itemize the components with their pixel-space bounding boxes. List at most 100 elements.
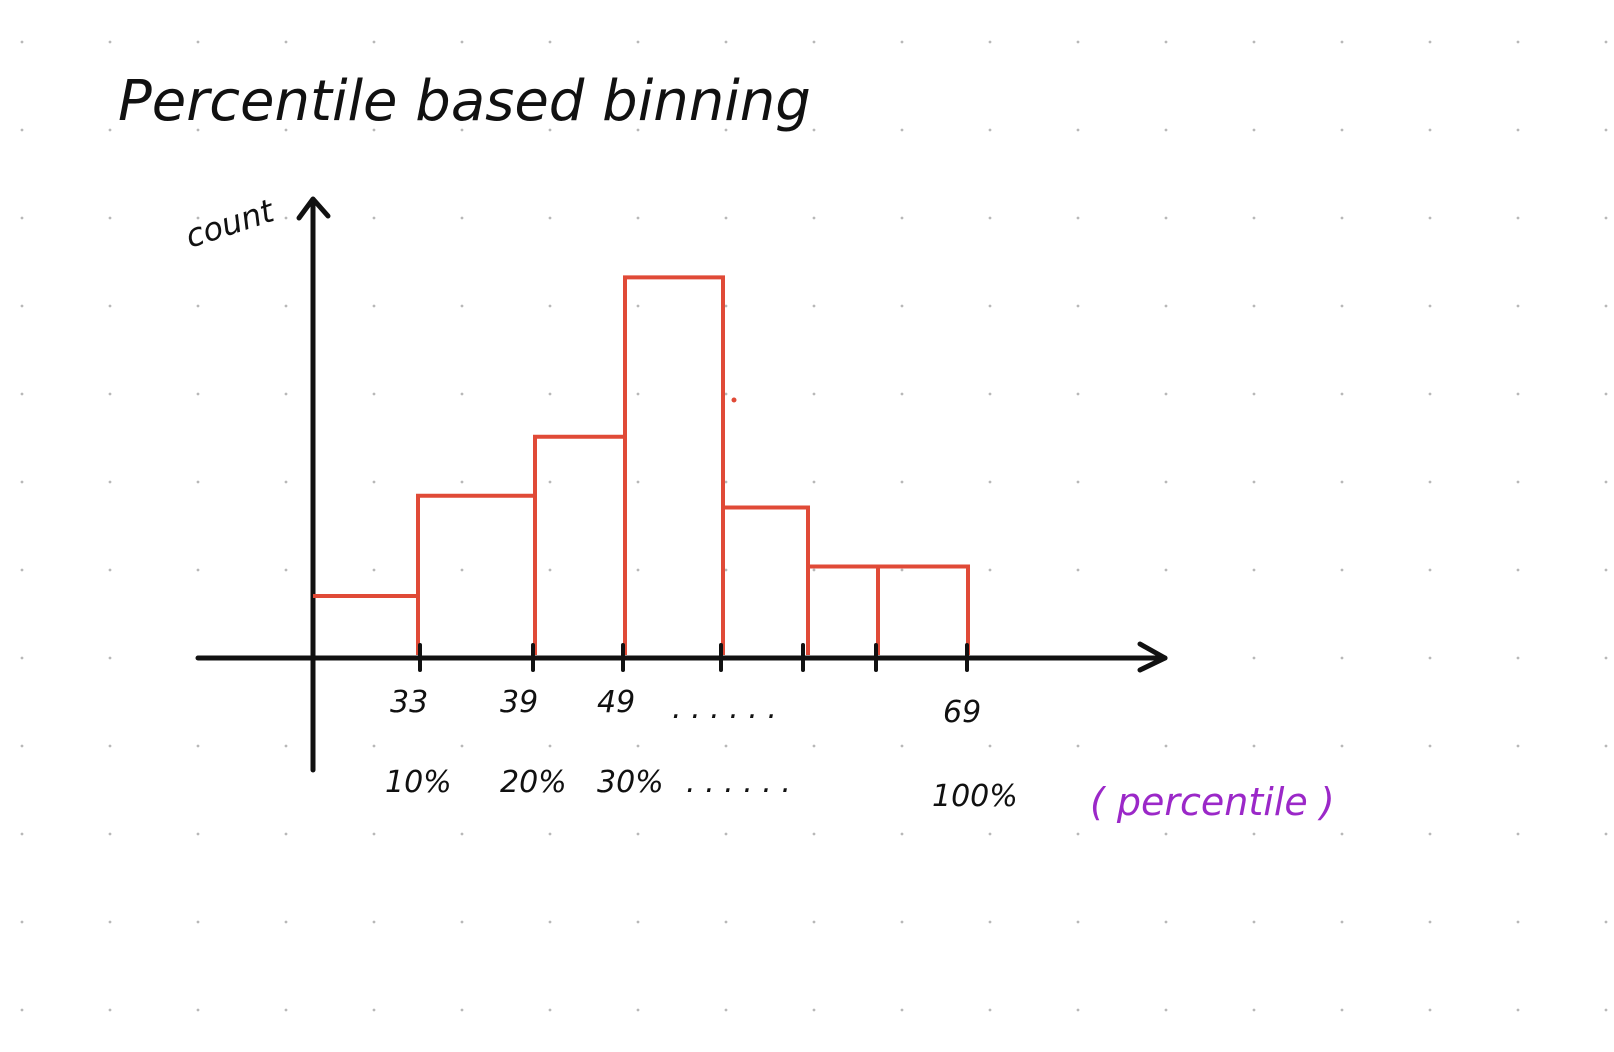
grid-dot [284, 304, 288, 308]
grid-dot [1252, 1008, 1256, 1012]
grid-dot [1164, 40, 1168, 44]
grid-dot [900, 128, 904, 132]
grid-dot [548, 832, 552, 836]
grid-dot [812, 920, 816, 924]
grid-dot [812, 1008, 816, 1012]
grid-dot [636, 128, 640, 132]
grid-dot [988, 392, 992, 396]
grid-dot [812, 128, 816, 132]
grid-dot [812, 832, 816, 836]
x-tick-label: 49 [597, 685, 635, 720]
grid-dot [1340, 832, 1344, 836]
grid-dot [1428, 392, 1432, 396]
grid-dot [1340, 40, 1344, 44]
grid-dot [372, 1008, 376, 1012]
grid-dot [460, 392, 464, 396]
grid-dot [460, 832, 464, 836]
grid-dot [636, 1008, 640, 1012]
grid-dot [108, 1008, 112, 1012]
grid-dot [460, 480, 464, 484]
grid-dot [196, 40, 200, 44]
grid-dot [1604, 480, 1608, 484]
grid-dot [1516, 480, 1520, 484]
grid-dot [1340, 744, 1344, 748]
grid-dot [1604, 392, 1608, 396]
histogram-bar [533, 434, 627, 655]
grid-dot [108, 744, 112, 748]
grid-dot [20, 832, 24, 836]
grid-dot [196, 304, 200, 308]
grid-dot [1340, 1008, 1344, 1012]
grid-dot [372, 832, 376, 836]
grid-dot [284, 832, 288, 836]
grid-dot [1340, 304, 1344, 308]
grid-dot [1340, 480, 1344, 484]
grid-dot [1252, 480, 1256, 484]
grid-dot [636, 480, 640, 484]
grid-dot [372, 568, 376, 572]
grid-dot [1428, 1008, 1432, 1012]
grid-dot [636, 40, 640, 44]
grid-dot [1076, 392, 1080, 396]
grid-dot [284, 1008, 288, 1012]
grid-dot [1604, 128, 1608, 132]
grid-dot [1076, 40, 1080, 44]
x-tick-label: . . . . . . [672, 691, 777, 726]
grid-dot [1516, 744, 1520, 748]
grid-dot [1164, 216, 1168, 220]
grid-dot [636, 568, 640, 572]
grid-dot [20, 128, 24, 132]
grid-dot [1252, 216, 1256, 220]
grid-dot [108, 128, 112, 132]
grid-dot [1164, 1008, 1168, 1012]
grid-dot [812, 744, 816, 748]
grid-dot [988, 480, 992, 484]
grid-dot [1516, 656, 1520, 660]
grid-dot [1428, 216, 1432, 220]
grid-dot [196, 568, 200, 572]
grid-dot [196, 832, 200, 836]
grid-dot [1604, 40, 1608, 44]
grid-dot [1252, 920, 1256, 924]
grid-dot [108, 304, 112, 308]
grid-dot [1604, 216, 1608, 220]
grid-dot [1516, 1008, 1520, 1012]
x-axis-unit-label: ( percentile ) [1090, 780, 1335, 824]
grid-dot [1252, 656, 1256, 660]
grid-dot [1428, 832, 1432, 836]
grid-dot [900, 480, 904, 484]
histogram-bars [313, 275, 970, 655]
grid-dot [1340, 216, 1344, 220]
grid-dot [1516, 920, 1520, 924]
grid-dot [20, 392, 24, 396]
grid-dot [460, 920, 464, 924]
grid-dot [108, 920, 112, 924]
grid-dot [1516, 216, 1520, 220]
grid-dot [108, 480, 112, 484]
grid-dot [1428, 656, 1432, 660]
grid-dot [724, 480, 728, 484]
grid-dot [988, 568, 992, 572]
grid-dot [988, 40, 992, 44]
grid-dot [1604, 304, 1608, 308]
grid-dot [460, 216, 464, 220]
grid-dot [1516, 392, 1520, 396]
grid-dot [1252, 128, 1256, 132]
grid-dot [900, 832, 904, 836]
grid-dot [724, 392, 728, 396]
grid-dot [284, 744, 288, 748]
grid-dot [988, 744, 992, 748]
grid-dot [988, 1008, 992, 1012]
grid-dot [20, 920, 24, 924]
grid-dot [636, 392, 640, 396]
grid-dot [284, 480, 288, 484]
grid-dot [20, 744, 24, 748]
grid-dot [108, 656, 112, 660]
grid-dot [196, 480, 200, 484]
grid-dot [1076, 128, 1080, 132]
grid-dot [900, 568, 904, 572]
grid-dot [20, 216, 24, 220]
histogram-bar [623, 275, 725, 655]
grid-dot [1076, 920, 1080, 924]
grid-dot [196, 1008, 200, 1012]
